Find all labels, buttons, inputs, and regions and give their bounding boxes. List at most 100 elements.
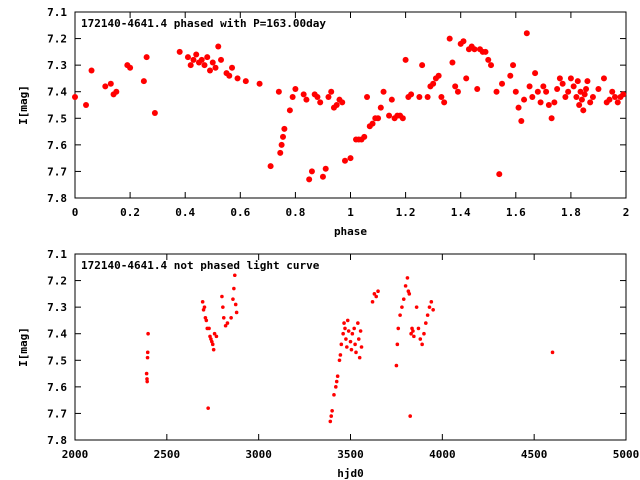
phased-data-point bbox=[140, 78, 147, 85]
phased-x-tick-label: 1.2 bbox=[396, 206, 416, 219]
unphased-y-tick-label: 7.3 bbox=[47, 301, 67, 314]
unphased-data-point bbox=[207, 326, 211, 331]
unphased-data-point bbox=[376, 289, 380, 294]
unphased-data-point bbox=[231, 297, 235, 301]
phased-data-point bbox=[424, 94, 431, 101]
phased-y-tick-label: 7.4 bbox=[47, 86, 67, 99]
unphased-data-point bbox=[223, 323, 228, 328]
phased-data-point bbox=[72, 94, 78, 101]
phased-data-point bbox=[107, 80, 114, 87]
phased-data-point bbox=[292, 86, 299, 93]
unphased-data-point bbox=[407, 292, 412, 296]
unphased-y-tick-label: 7.6 bbox=[47, 381, 67, 394]
phased-data-point bbox=[441, 99, 448, 106]
phased-data-point bbox=[574, 78, 581, 85]
phased-data-point bbox=[419, 62, 426, 69]
unphased-data-point bbox=[211, 347, 216, 352]
unphased-x-tick-label: 5000 bbox=[613, 448, 640, 461]
unphased-data-point bbox=[394, 363, 399, 368]
unphased-data-point bbox=[345, 345, 349, 349]
phased-data-point bbox=[234, 75, 241, 82]
phased-x-tick-label: 0.4 bbox=[175, 206, 195, 219]
phased-data-point bbox=[388, 96, 395, 103]
unphased-data-point bbox=[345, 318, 350, 323]
phased-data-point bbox=[212, 64, 219, 71]
phased-plot-frame bbox=[74, 11, 627, 199]
phased-y-tick-label: 7.6 bbox=[47, 139, 67, 152]
phased-data-point bbox=[399, 115, 406, 122]
phased-y-tick-label: 7.7 bbox=[47, 165, 67, 178]
unphased-y-axis-title: I[mag] bbox=[17, 327, 30, 367]
unphased-data-point bbox=[424, 321, 428, 325]
phased-data-point bbox=[151, 109, 158, 116]
phased-y-tick-label: 7.3 bbox=[47, 59, 67, 72]
unphased-y-tick-label: 7.5 bbox=[47, 354, 67, 367]
phased-data-point bbox=[474, 86, 481, 93]
phased-data-point bbox=[471, 46, 478, 53]
phased-data-point bbox=[88, 67, 95, 74]
phased-data-point bbox=[518, 117, 525, 124]
phased-data-point bbox=[325, 94, 332, 101]
unphased-data-point bbox=[414, 305, 419, 309]
phased-data-point bbox=[581, 91, 588, 98]
unphased-data-point bbox=[422, 331, 426, 336]
phased-data-point bbox=[620, 91, 627, 98]
unphased-data-point bbox=[329, 414, 334, 418]
unphased-x-axis-title: hjd0 bbox=[337, 467, 364, 480]
phased-data-point bbox=[127, 64, 134, 71]
phased-x-tick-label: 0.8 bbox=[285, 206, 305, 219]
phased-data-point bbox=[523, 30, 530, 37]
phased-data-point bbox=[322, 165, 329, 172]
phased-data-point bbox=[289, 94, 296, 101]
unphased-data-point bbox=[409, 331, 413, 336]
unphased-data-point bbox=[335, 374, 340, 379]
unphased-data-point bbox=[350, 331, 355, 336]
unphased-plot-frame bbox=[74, 253, 627, 441]
phased-x-tick-label: 2 bbox=[623, 206, 630, 219]
unphased-data-point bbox=[357, 355, 362, 360]
phased-y-tick-label: 7.2 bbox=[47, 33, 67, 46]
unphased-data-point bbox=[229, 315, 233, 320]
phased-data-point bbox=[526, 83, 533, 90]
phased-x-tick-label: 0.2 bbox=[120, 206, 140, 219]
phased-data-point bbox=[113, 88, 120, 95]
phased-data-point bbox=[609, 88, 616, 95]
phased-data-point bbox=[578, 96, 585, 103]
phased-panel-title: 172140-4641.4 phased with P=163.00day bbox=[81, 17, 326, 30]
unphased-data-point bbox=[339, 342, 344, 347]
phased-x-tick-label: 1.6 bbox=[506, 206, 526, 219]
unphased-data-point bbox=[395, 342, 400, 347]
unphased-x-tick-label: 2500 bbox=[154, 448, 181, 461]
unphased-x-tick-label: 2000 bbox=[62, 448, 89, 461]
phased-x-tick-label: 0 bbox=[72, 206, 79, 219]
phased-data-point bbox=[446, 35, 453, 42]
unphased-data-point bbox=[346, 329, 351, 333]
phased-data-point bbox=[545, 102, 552, 108]
unphased-data-point bbox=[353, 342, 357, 347]
phased-data-point bbox=[218, 56, 225, 63]
phased-data-point bbox=[277, 149, 284, 156]
phased-x-tick-label: 0.6 bbox=[230, 206, 250, 219]
phased-data-point bbox=[532, 70, 539, 77]
phased-data-point bbox=[369, 120, 376, 127]
phased-data-point bbox=[416, 94, 423, 101]
phased-data-point bbox=[435, 72, 442, 79]
phased-data-point bbox=[543, 88, 550, 95]
phased-data-point bbox=[537, 99, 544, 106]
phased-data-point bbox=[452, 83, 459, 90]
phased-data-point bbox=[559, 80, 566, 87]
unphased-data-point bbox=[206, 406, 210, 410]
phased-data-point bbox=[267, 163, 274, 170]
unphased-data-point bbox=[144, 371, 149, 376]
phased-data-point bbox=[275, 88, 282, 95]
phased-y-axis-title: I[mag] bbox=[17, 85, 30, 125]
phased-data-point bbox=[556, 75, 563, 82]
unphased-data-point bbox=[200, 300, 205, 304]
phased-data-point bbox=[534, 88, 541, 95]
phased-data-point bbox=[102, 83, 109, 90]
unphased-data-point bbox=[416, 326, 421, 331]
phased-data-point bbox=[306, 176, 313, 183]
phased-data-point bbox=[300, 91, 307, 98]
phased-data-point bbox=[496, 171, 503, 178]
phased-data-point bbox=[554, 86, 561, 93]
